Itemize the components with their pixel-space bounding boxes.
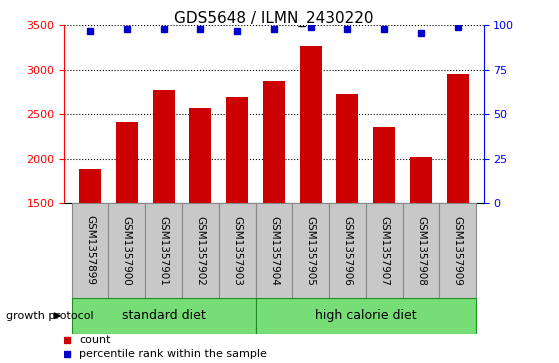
Text: GSM1357901: GSM1357901 — [159, 216, 169, 285]
Bar — [72, 298, 255, 334]
Bar — [255, 298, 476, 334]
Bar — [439, 203, 476, 298]
Bar — [292, 203, 329, 298]
Bar — [329, 203, 366, 298]
Text: GSM1357902: GSM1357902 — [195, 216, 205, 285]
Bar — [190, 108, 211, 203]
Text: GSM1357907: GSM1357907 — [379, 216, 389, 285]
Bar — [153, 90, 174, 203]
Text: GSM1357900: GSM1357900 — [122, 216, 132, 285]
Bar — [300, 46, 322, 203]
Text: GSM1357908: GSM1357908 — [416, 216, 426, 285]
Bar — [219, 203, 255, 298]
Bar — [182, 203, 219, 298]
Bar — [402, 203, 439, 298]
Bar — [79, 170, 101, 203]
Bar — [447, 74, 469, 203]
Text: GSM1357906: GSM1357906 — [343, 216, 353, 285]
Bar — [255, 203, 292, 298]
Text: GSM1357899: GSM1357899 — [85, 216, 95, 285]
Text: count: count — [79, 335, 111, 345]
Text: GSM1357904: GSM1357904 — [269, 216, 279, 285]
Text: GSM1357909: GSM1357909 — [453, 216, 463, 285]
Bar — [226, 97, 248, 203]
Bar — [116, 122, 138, 203]
Bar — [72, 203, 108, 298]
Bar — [263, 81, 285, 203]
Bar — [373, 127, 395, 203]
Text: percentile rank within the sample: percentile rank within the sample — [79, 349, 267, 359]
Bar — [366, 203, 402, 298]
Text: GDS5648 / ILMN_2430220: GDS5648 / ILMN_2430220 — [174, 11, 373, 27]
Text: GSM1357905: GSM1357905 — [306, 216, 316, 285]
Bar — [410, 157, 432, 203]
Text: growth protocol: growth protocol — [6, 311, 93, 321]
Text: high calorie diet: high calorie diet — [315, 309, 416, 322]
Bar — [337, 94, 358, 203]
Text: GSM1357903: GSM1357903 — [232, 216, 242, 285]
Bar — [108, 203, 145, 298]
Text: standard diet: standard diet — [122, 309, 206, 322]
Bar — [145, 203, 182, 298]
